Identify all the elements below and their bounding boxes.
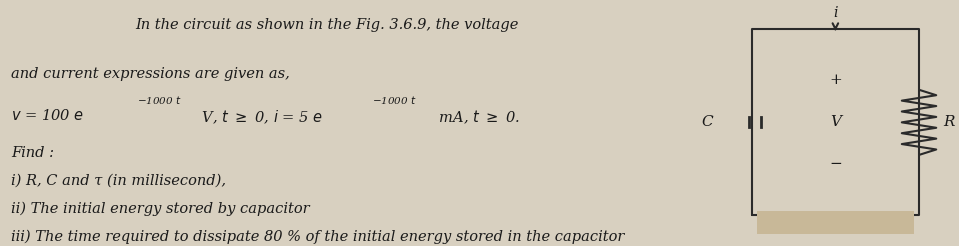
Text: and current expressions are given as,: and current expressions are given as, <box>11 66 290 80</box>
Text: R: R <box>943 115 954 129</box>
FancyBboxPatch shape <box>757 211 914 243</box>
Text: i: i <box>833 6 837 20</box>
Text: $-$1000 $t$: $-$1000 $t$ <box>372 94 417 107</box>
Text: V, $t$ $\geq$ 0, $i$ = 5 $e$: V, $t$ $\geq$ 0, $i$ = 5 $e$ <box>198 108 323 126</box>
Text: mA, $t$ $\geq$ 0.: mA, $t$ $\geq$ 0. <box>434 108 521 126</box>
Text: $v$ = 100 $e$: $v$ = 100 $e$ <box>11 108 84 123</box>
Text: iii) The time required to dissipate 80 % of the initial energy stored in the cap: iii) The time required to dissipate 80 %… <box>11 229 624 244</box>
Text: Find :: Find : <box>11 146 54 160</box>
Text: i) R, C and τ (in millisecond),: i) R, C and τ (in millisecond), <box>11 173 226 187</box>
Text: C: C <box>702 115 713 129</box>
Text: ii) The initial energy stored by capacitor: ii) The initial energy stored by capacit… <box>11 201 310 216</box>
Text: −: − <box>829 157 842 171</box>
Text: In the circuit as shown in the Fig. 3.6.9, the voltage: In the circuit as shown in the Fig. 3.6.… <box>135 18 519 32</box>
Text: +: + <box>829 74 842 88</box>
Text: $-$1000 $t$: $-$1000 $t$ <box>137 94 182 107</box>
Text: V: V <box>830 115 841 129</box>
